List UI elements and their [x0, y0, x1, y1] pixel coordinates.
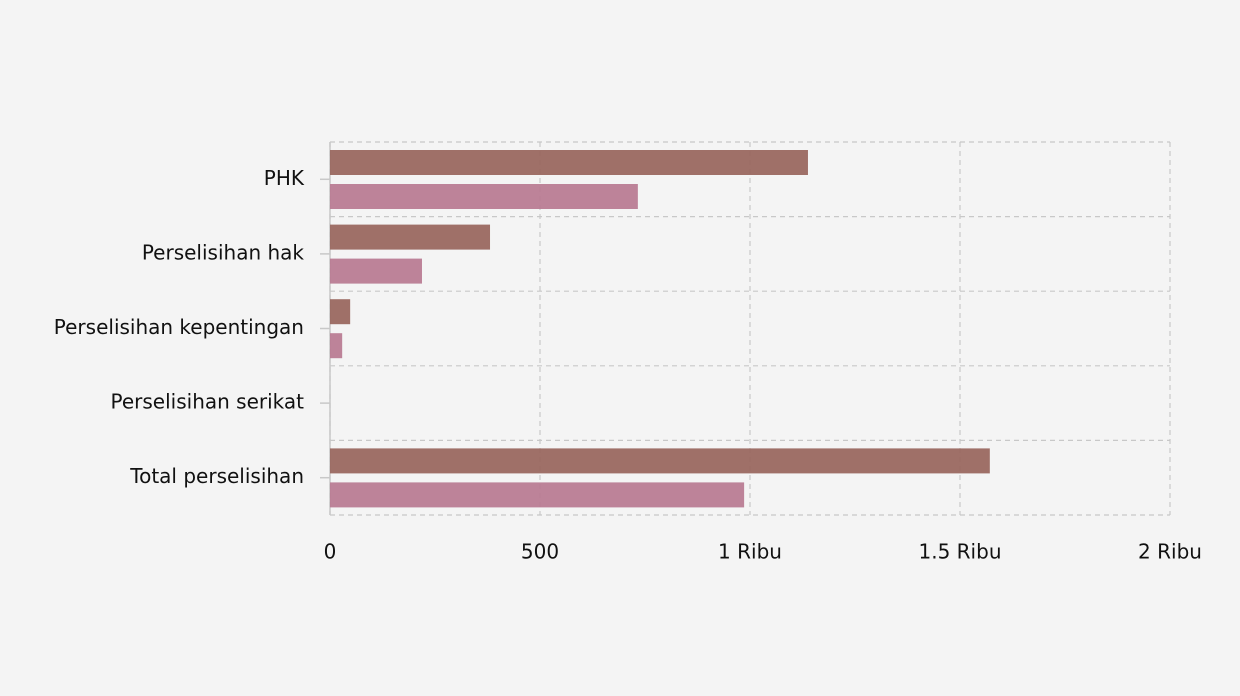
bar [330, 184, 638, 209]
bar [330, 333, 343, 359]
bar [330, 150, 808, 175]
y-tick-label: Perselisihan serikat [111, 390, 305, 414]
x-tick-label: 1 Ribu [718, 540, 782, 564]
bar [330, 224, 491, 250]
y-tick-label: PHK [264, 166, 305, 190]
bar [330, 299, 351, 325]
x-tick-label: 500 [521, 540, 559, 564]
bar [330, 482, 745, 508]
x-tick-label: 2 Ribu [1138, 540, 1202, 564]
bar [330, 448, 990, 474]
x-tick-label: 0 [324, 540, 337, 564]
x-tick-label: 1.5 Ribu [919, 540, 1002, 564]
y-tick-label: Perselisihan hak [142, 240, 305, 264]
y-tick-label: Perselisihan kepentingan [54, 315, 304, 339]
y-tick-label: Total perselisihan [129, 464, 304, 488]
bar [330, 258, 422, 284]
